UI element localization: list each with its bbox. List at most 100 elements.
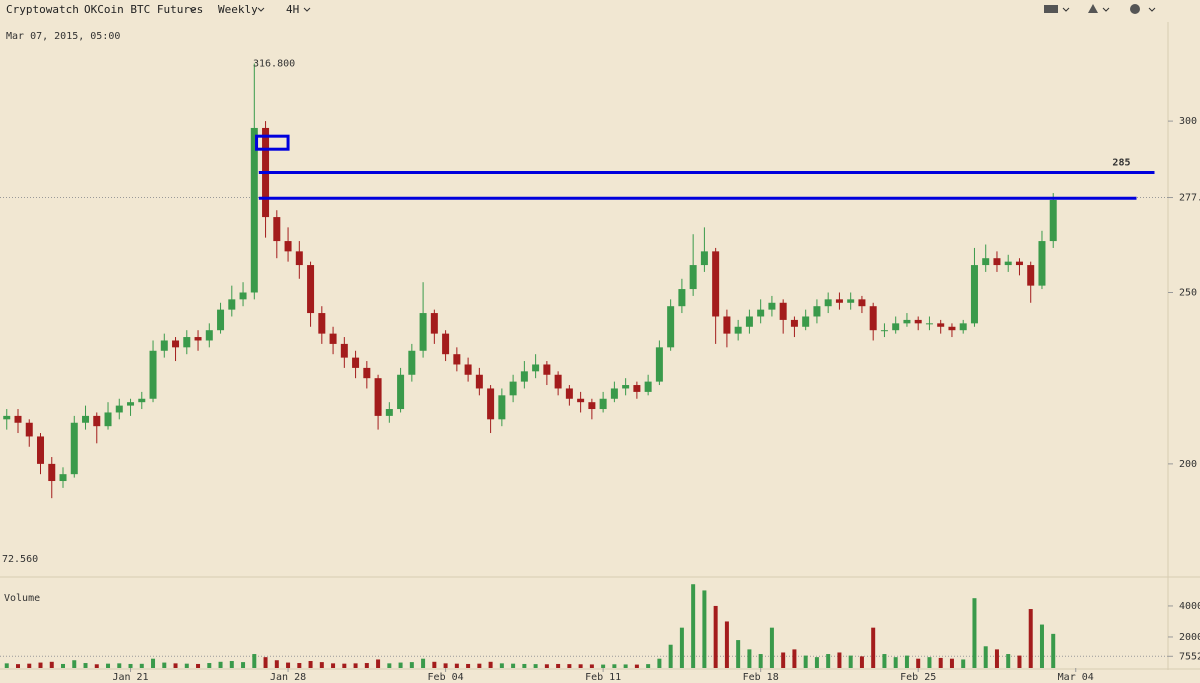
volume-bar xyxy=(499,663,504,668)
volume-label: Volume xyxy=(4,593,40,604)
volume-bar xyxy=(432,661,437,668)
candle-body xyxy=(14,415,22,423)
y-tick-label: 200 xyxy=(1179,459,1197,470)
candle-body xyxy=(70,422,78,475)
volume-bar xyxy=(128,663,133,668)
candle-body xyxy=(937,323,945,327)
volume-bar xyxy=(139,663,144,668)
volume-bar xyxy=(16,664,21,668)
volume-bar xyxy=(837,652,842,668)
volume-bar xyxy=(859,656,864,668)
dropdown-icon xyxy=(1148,7,1156,12)
volume-bar xyxy=(286,662,291,668)
candle-body xyxy=(993,258,1001,266)
volume-bar xyxy=(522,663,527,668)
candle-body xyxy=(1049,199,1057,242)
line-label: 285 xyxy=(1112,158,1130,169)
volume-bar xyxy=(241,662,246,668)
y-tick-label: 277.7 xyxy=(1179,193,1200,204)
draw-icon[interactable] xyxy=(1088,4,1098,13)
volume-bar xyxy=(994,649,999,668)
volume-bar xyxy=(72,660,77,668)
candle-body xyxy=(250,127,258,293)
candle-body xyxy=(138,398,146,403)
volume-bar xyxy=(454,663,459,668)
candle-body xyxy=(352,357,360,368)
candle-body xyxy=(959,323,967,331)
volume-bar xyxy=(196,663,201,668)
candle-body xyxy=(498,395,506,420)
volume-bar xyxy=(319,662,324,668)
volume-bar xyxy=(871,627,876,668)
volume-bar xyxy=(601,664,606,668)
candle-body xyxy=(599,398,607,410)
volume-bar xyxy=(848,655,853,668)
candle-body xyxy=(385,409,393,416)
volume-bar xyxy=(27,663,32,668)
settings-icon[interactable] xyxy=(1130,4,1140,14)
volume-bar xyxy=(364,663,369,668)
volume-bar xyxy=(893,657,898,668)
volume-bar xyxy=(983,646,988,668)
volume-bar xyxy=(488,661,493,668)
x-tick-label: Jan 21 xyxy=(112,672,148,683)
volume-bar xyxy=(713,605,718,668)
candle-body xyxy=(284,241,292,252)
volume-bar xyxy=(702,590,707,668)
candle-body xyxy=(442,333,450,355)
volume-tick-label: 40000 xyxy=(1179,601,1200,612)
market-select[interactable]: OKCoin BTC Futures xyxy=(84,3,203,16)
candle-body xyxy=(115,405,123,413)
candle-body xyxy=(745,316,753,327)
volume-bar xyxy=(769,627,774,668)
candle-body xyxy=(1038,241,1046,286)
candle-body xyxy=(802,316,810,327)
volume-bar xyxy=(173,663,178,668)
volume-bar xyxy=(398,662,403,668)
candle-body xyxy=(48,463,56,482)
volume-bar xyxy=(477,663,482,668)
candle-body xyxy=(543,364,551,375)
candle-body xyxy=(847,299,855,303)
low-label: 72.560 xyxy=(2,554,38,565)
volume-bar xyxy=(938,657,943,668)
y-tick-label: 300 xyxy=(1179,116,1197,127)
volume-bar xyxy=(589,664,594,668)
candle-body xyxy=(25,422,33,437)
dropdown-icon xyxy=(1062,7,1070,12)
candle-body xyxy=(520,371,528,382)
candle-body xyxy=(1027,265,1035,286)
candle-body xyxy=(914,319,922,324)
volume-bar xyxy=(353,663,358,668)
keyboard-icon[interactable] xyxy=(1044,5,1058,13)
candle-body xyxy=(610,388,618,399)
volume-bar xyxy=(162,662,167,668)
volume-bar xyxy=(747,649,752,668)
volume-bar xyxy=(904,655,909,668)
volume-bar xyxy=(1039,624,1044,668)
candle-body xyxy=(655,347,663,382)
volume-bar xyxy=(792,649,797,668)
candle-body xyxy=(554,374,562,389)
candle-body xyxy=(239,292,247,300)
range-select[interactable]: Weekly xyxy=(218,3,258,16)
volume-bar xyxy=(229,661,234,668)
volume-bar xyxy=(634,664,639,668)
volume-bar xyxy=(1028,609,1033,668)
volume-bar xyxy=(376,659,381,668)
candle-body xyxy=(577,398,585,403)
candle-body xyxy=(419,313,427,351)
volume-bar xyxy=(803,655,808,668)
dropdown-icon xyxy=(1102,7,1110,12)
volume-bar xyxy=(466,663,471,668)
candle-body xyxy=(307,265,315,314)
interval-select[interactable]: 4H xyxy=(286,3,299,16)
volume-bar xyxy=(207,663,212,668)
volume-bar xyxy=(421,658,426,668)
site-name[interactable]: Cryptowatch xyxy=(6,3,79,16)
candle-body xyxy=(1004,261,1012,266)
candle-body xyxy=(858,299,866,307)
candle-body xyxy=(532,364,540,372)
candle-body xyxy=(475,374,483,389)
